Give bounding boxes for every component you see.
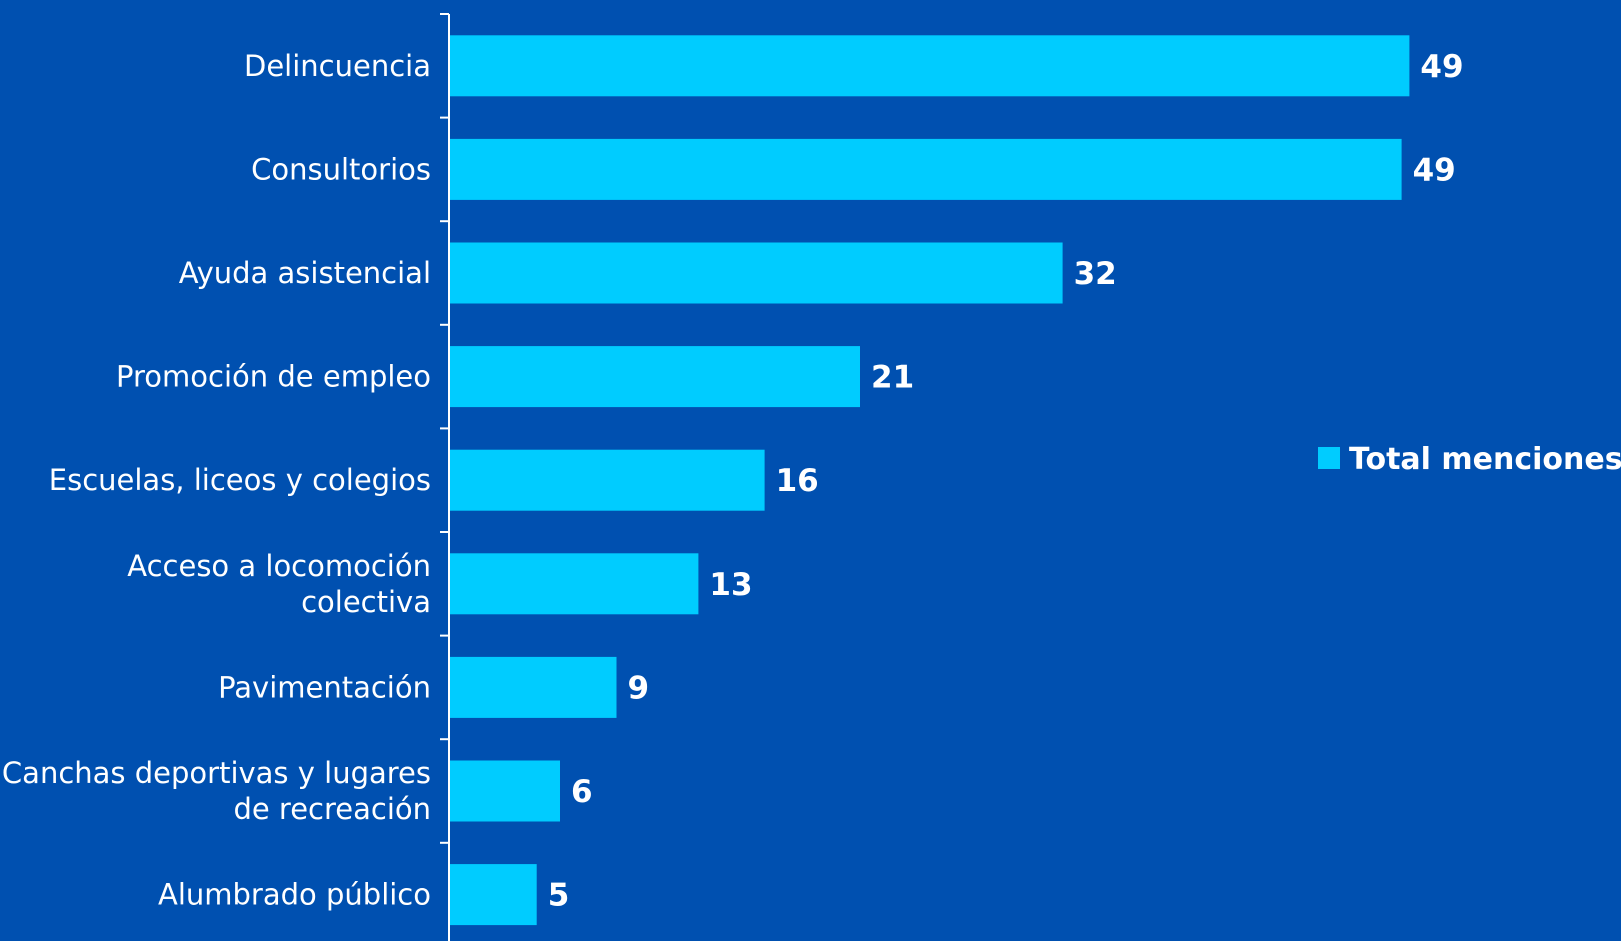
category-label-line: Delincuencia [244, 49, 431, 83]
bar [450, 553, 699, 615]
value-label: 13 [709, 567, 752, 603]
category-label-line: Ayuda asistencial [179, 256, 431, 290]
category-label-line: Escuelas, liceos y colegios [49, 463, 431, 497]
category-label: Promoción de empleo [116, 360, 431, 394]
legend: Total menciones [1318, 442, 1621, 477]
value-labels: 49 49 32 21 16 13 9 6 5 [548, 49, 1464, 914]
value-label: 49 [1413, 152, 1456, 188]
category-label: Delincuencia [244, 49, 431, 83]
bar [450, 138, 1402, 200]
bar [450, 656, 617, 718]
category-label-line: Promoción de empleo [116, 360, 431, 394]
category-label: Alumbrado público [158, 878, 431, 912]
bar [450, 760, 560, 822]
bar [450, 242, 1063, 304]
bar [450, 449, 765, 511]
bar [450, 346, 860, 408]
category-label: Consultorios [251, 152, 431, 186]
legend-swatch [1318, 447, 1340, 469]
bar [450, 35, 1410, 97]
value-label: 16 [776, 463, 819, 499]
category-label: Canchas deportivas y lugares de recreació… [2, 756, 431, 826]
category-axis [440, 13, 450, 941]
category-label-line: Canchas deportivas y lugares [2, 756, 431, 790]
value-label: 9 [628, 670, 650, 706]
value-label: 21 [871, 360, 914, 396]
legend-label: Total menciones [1349, 442, 1621, 477]
category-label: Escuelas, liceos y colegios [49, 463, 431, 497]
category-label: Pavimentación [218, 670, 431, 704]
category-label-line: colectiva [301, 585, 431, 619]
category-label-line: de recreación [233, 792, 431, 826]
category-label: Acceso a locomoción colectiva [127, 549, 431, 619]
bar [450, 864, 537, 926]
category-labels: Delincuencia Consultorios Ayuda asistencia… [2, 49, 431, 912]
category-label-line: Alumbrado público [158, 878, 431, 912]
category-label-line: Consultorios [251, 152, 431, 186]
value-label: 49 [1420, 49, 1463, 85]
value-label: 32 [1074, 256, 1117, 292]
category-label-line: Pavimentación [218, 670, 431, 704]
bars-group [450, 35, 1410, 926]
value-label: 6 [571, 774, 593, 810]
category-label-line: Acceso a locomoción [127, 549, 431, 583]
category-label: Ayuda asistencial [179, 256, 431, 290]
value-label: 5 [548, 878, 570, 914]
